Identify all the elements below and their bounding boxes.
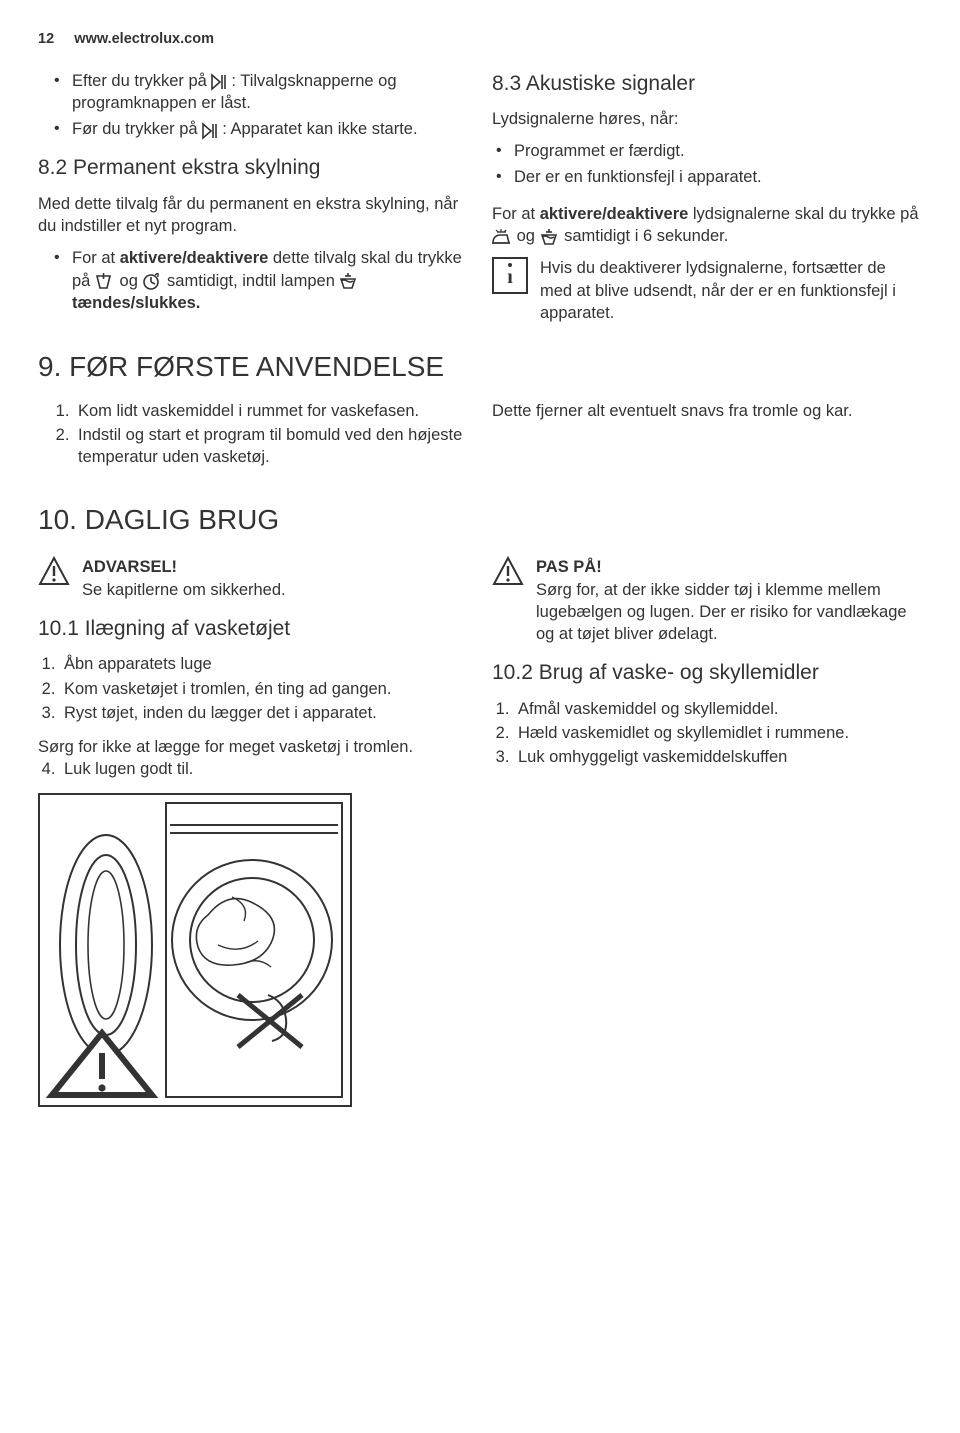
intro-bullet-list: Efter du trykker på : Tilvalgsknapperne … — [38, 70, 468, 141]
list-item: For at aktivere/deaktivere dette tilvalg… — [72, 247, 468, 314]
list-item: Indstil og start et program til bomuld v… — [74, 424, 468, 469]
text: Efter du trykker på — [72, 72, 211, 90]
list-item: Der er en funktionsfejl i apparatet. — [514, 166, 922, 188]
list-item: Ryst tøjet, inden du lægger det i appara… — [60, 702, 468, 724]
warning-text: Se kapitlerne om sikkerhed. — [82, 579, 286, 601]
section-8-3-bullets: Programmet er færdigt. Der er en funktio… — [492, 140, 922, 189]
list-item: Programmet er færdigt. — [514, 140, 922, 162]
text: og — [512, 227, 540, 245]
text: For at — [492, 205, 540, 223]
warning-icon — [492, 556, 524, 586]
warning-callout: ADVARSEL! Se kapitlerne om sikkerhed. — [38, 556, 468, 601]
section-10-2-title: 10.2 Brug af vaske- og skyllemidler — [492, 659, 922, 687]
list-item: Luk lugen godt til. — [60, 758, 468, 780]
page-number: 12 — [38, 31, 54, 47]
section-9-list: Kom lidt vaskemiddel i rummet for vaskef… — [38, 400, 468, 469]
caution-callout: PAS PÅ! Sørg for, at der ikke sidder tøj… — [492, 556, 922, 645]
section-9-right-text: Dette fjerner alt eventuelt snavs fra tr… — [492, 400, 922, 422]
page-header: 12 www.electrolux.com — [38, 30, 922, 50]
section-8-2-title: 8.2 Permanent ekstra skylning — [38, 154, 468, 182]
warning-title: ADVARSEL! — [82, 556, 286, 578]
list-item: Før du trykker på : Apparatet kan ikke s… — [72, 118, 468, 140]
list-item: Kom vasketøjet i tromlen, én ting ad gan… — [60, 678, 468, 700]
text: samtidigt, indtil lampen — [162, 272, 339, 290]
section-9-title: 9. FØR FØRSTE ANVENDELSE — [38, 348, 922, 386]
text: og — [115, 272, 143, 290]
warning-icon — [38, 556, 70, 586]
text: samtidigt i 6 sekunder. — [560, 227, 729, 245]
section-10-1-list: Åbn apparatets luge Kom vasketøjet i tro… — [38, 653, 468, 724]
info-text: Hvis du deaktiverer lydsignalerne, forts… — [540, 257, 922, 324]
washer-door-illustration — [38, 793, 352, 1107]
site-url: www.electrolux.com — [74, 31, 214, 47]
section-10-1-note: Sørg for ikke at lægge for meget vasketø… — [38, 736, 468, 758]
list-item: Afmål vaskemiddel og skyllemiddel. — [514, 698, 922, 720]
info-callout: ı Hvis du deaktiverer lydsignalerne, for… — [492, 257, 922, 324]
list-item: Luk omhyggeligt vaskemiddelskuffen — [514, 746, 922, 768]
playpause-icon — [211, 73, 231, 89]
text: aktivere/deaktivere — [540, 205, 689, 223]
clock-icon — [142, 273, 162, 289]
list-item: Efter du trykker på : Tilvalgsknapperne … — [72, 70, 468, 115]
basin-icon — [540, 229, 560, 245]
text: tændes/slukkes. — [72, 294, 200, 312]
list-item: Hæld vaskemidlet og skyllemidlet i rumme… — [514, 722, 922, 744]
text: Før du trykker på — [72, 120, 202, 138]
playpause-icon — [202, 122, 222, 138]
list-item: Åbn apparatets luge — [60, 653, 468, 675]
section-8-3-title: 8.3 Akustiske signaler — [492, 70, 922, 98]
section-10-title: 10. DAGLIG BRUG — [38, 501, 922, 539]
caution-title: PAS PÅ! — [536, 556, 922, 578]
text: : Apparatet kan ikke starte. — [222, 120, 417, 138]
text: aktivere/deaktivere — [120, 249, 269, 267]
section-8-3-para: For at aktivere/deaktivere lydsignalerne… — [492, 203, 922, 248]
list-item: Kom lidt vaskemiddel i rummet for vaskef… — [74, 400, 468, 422]
section-10-1-list-cont: Luk lugen godt til. — [38, 758, 468, 780]
info-icon: ı — [492, 257, 528, 294]
section-8-2-bullets: For at aktivere/deaktivere dette tilvalg… — [38, 247, 468, 314]
iron-icon — [492, 229, 512, 245]
text: For at — [72, 249, 120, 267]
section-8-3-intro: Lydsignalerne høres, når: — [492, 108, 922, 130]
text: lydsignalerne skal du trykke på — [688, 205, 918, 223]
basin-icon — [339, 273, 359, 289]
section-10-2-list: Afmål vaskemiddel og skyllemiddel. Hæld … — [492, 698, 922, 769]
section-10-1-title: 10.1 Ilægning af vasketøjet — [38, 615, 468, 643]
caution-text: Sørg for, at der ikke sidder tøj i klemm… — [536, 579, 922, 646]
section-8-2-intro: Med dette tilvalg får du permanent en ek… — [38, 193, 468, 238]
bucket-icon — [95, 273, 115, 289]
